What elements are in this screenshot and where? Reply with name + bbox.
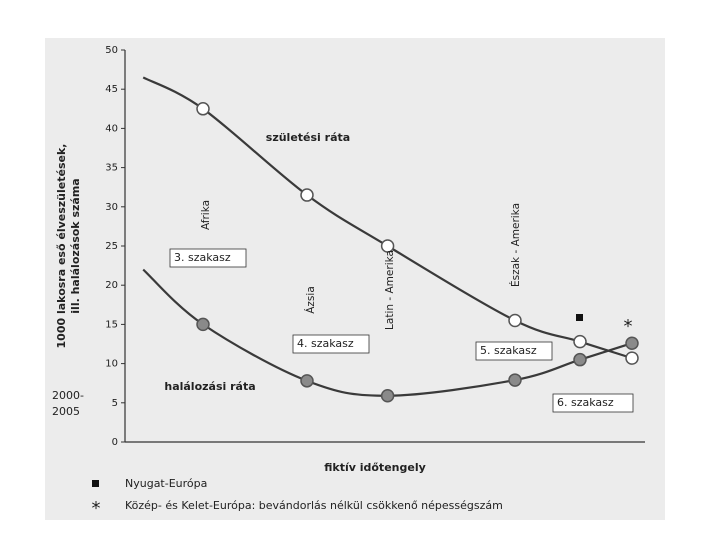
point: [196, 102, 210, 116]
point: [508, 373, 522, 387]
y-tick-label: 25: [105, 241, 118, 252]
period-label: 2005: [52, 405, 80, 418]
legend-label: Nyugat-Európa: [125, 477, 207, 490]
stage-label: 4. szakasz: [297, 337, 354, 350]
background: [45, 38, 665, 520]
period-label: 2000-: [52, 389, 84, 402]
point: [625, 351, 639, 365]
y-tick-label: 30: [105, 202, 118, 213]
point: [573, 334, 587, 349]
series-label: születési ráta: [266, 131, 350, 144]
legend-symbol: *: [92, 498, 101, 519]
stage-box: [552, 393, 634, 413]
point: [625, 336, 639, 350]
legend-symbol: [92, 480, 99, 487]
region-label: Afrika: [200, 200, 212, 230]
point: [573, 352, 587, 367]
stage-label: 3. szakasz: [174, 251, 231, 264]
region-label: Ázsia: [304, 286, 317, 314]
point: [196, 317, 210, 332]
point: [380, 388, 395, 403]
stage-box: [292, 334, 370, 354]
y-tick-label: 45: [105, 84, 118, 95]
y-axis-label: 1000 lakosra eső élveszületések, ill. ha…: [55, 144, 82, 349]
legend-label: Közép- és Kelet-Európa: bevándorlás nélk…: [125, 499, 503, 512]
y-axis-label-line: 1000 lakosra eső élveszületések,: [55, 144, 68, 349]
stage-label: 5. szakasz: [480, 344, 537, 357]
point: [300, 374, 314, 388]
stage-label: 6. szakasz: [557, 396, 614, 409]
y-tick-label: 40: [105, 123, 118, 134]
point: [508, 313, 522, 328]
y-tick-label: 50: [105, 45, 118, 56]
point: [380, 239, 395, 253]
y-tick-label: 15: [105, 319, 118, 330]
y-tick-label: 5: [112, 398, 118, 409]
x-axis-label: fiktív időtengely: [324, 461, 426, 474]
stage-box: [475, 341, 553, 361]
y-axis-label-line: ill. halálozások száma: [69, 178, 82, 313]
point: [300, 188, 314, 202]
y-tick-label: 10: [105, 359, 118, 370]
stage-box: [169, 248, 247, 268]
western-europe-marker: [576, 314, 583, 321]
eastern-europe-marker: *: [624, 316, 633, 337]
y-tick-label: 0: [112, 437, 118, 448]
y-tick-label: 35: [105, 163, 118, 174]
series-label: halálozási ráta: [164, 380, 255, 393]
region-label: Észak - Amerika: [509, 203, 522, 287]
y-tick-label: 20: [105, 280, 118, 291]
region-label: Latin - Amerika: [384, 250, 396, 330]
